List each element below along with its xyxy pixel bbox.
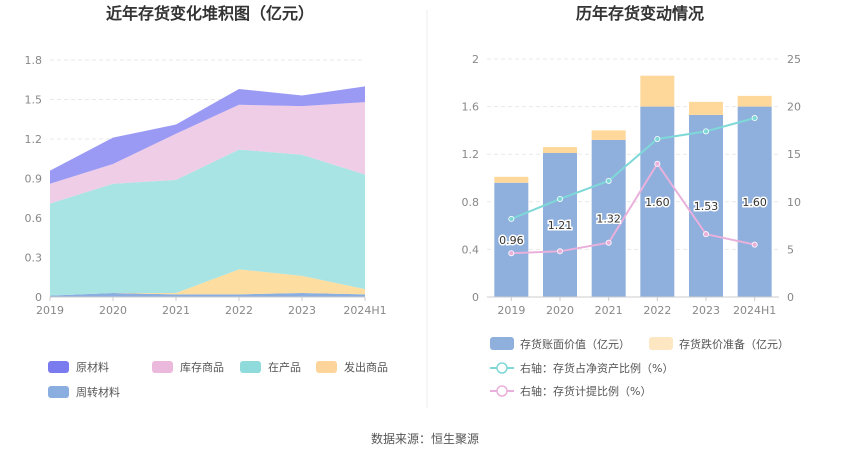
- line-point: [605, 177, 612, 184]
- legend-label-发出商品: 发出商品: [344, 360, 388, 374]
- legend-label-impairment: 存货跌价准备（亿元）: [679, 337, 789, 351]
- right-y2-tick-label: 25: [787, 53, 801, 66]
- line-provision-ratio: [511, 161, 755, 255]
- legend-label-原材料: 原材料: [76, 360, 109, 374]
- left-y-tick-label: 0.6: [25, 212, 43, 225]
- legend-marker-provision: [496, 385, 508, 397]
- right-x-tick-label: 2024H1: [733, 304, 776, 317]
- legend-swatch-原材料: [48, 361, 69, 373]
- left-y-tick-label: 1.5: [25, 94, 43, 107]
- right-y-tick-label: 1.6: [462, 101, 480, 114]
- bar-value-label: 1.60: [645, 196, 670, 209]
- stacked-area-chart: 近年存货变化堆积图（亿元） 0 0.3 0.6 0.9 1.2 1.5 1.8 2019 20…: [25, 4, 389, 399]
- bar-book-value: [689, 114, 723, 298]
- line-ratio-to-net-assets: [510, 117, 755, 220]
- bar-book-value: [543, 153, 577, 297]
- area-原材料: [50, 86, 365, 184]
- line-point: [703, 231, 710, 238]
- area-发出商品: [50, 269, 365, 296]
- left-x-tick-label: 2023: [288, 304, 316, 317]
- right-y-tick-label: 0.4: [462, 243, 480, 256]
- left-x-tick-label: 2022: [225, 304, 253, 317]
- legend-label-provision: 右轴：存货计提比例（%）: [520, 384, 651, 398]
- bar-book-value: [737, 106, 772, 297]
- bar-impairment: [494, 176, 529, 183]
- bar-value-label: 0.96: [499, 234, 524, 247]
- left-x-tick-label: 2019: [36, 304, 64, 317]
- right-x-tick-label: 2022: [643, 304, 671, 317]
- right-y2-tick-label: 0: [787, 291, 794, 304]
- line-point: [508, 250, 515, 257]
- inventory-bar-chart: 历年存货变动情况 0.961.211.321.60 1.53 1.60 00.40.…: [462, 4, 802, 398]
- left-x-tick-label: 2024H1: [343, 304, 386, 317]
- left-y-tick-label: 0: [35, 291, 42, 304]
- bar-impairment: [689, 101, 723, 115]
- right-y2-tick-label: 20: [787, 101, 801, 114]
- legend-marker-ratio: [496, 362, 508, 374]
- legend-swatch-book-value: [490, 337, 514, 350]
- legend-label-ratio: 右轴：存货占净资产比例（%）: [520, 361, 673, 375]
- right-y-tick-label: 0.8: [462, 196, 480, 209]
- line-point: [605, 239, 612, 246]
- legend-label-周转材料: 周转材料: [76, 385, 120, 399]
- bar-impairment: [543, 147, 577, 154]
- bar-value-label: 1.53: [694, 200, 719, 213]
- line-point: [508, 215, 515, 222]
- bar-value-label: 1.21: [548, 219, 573, 232]
- right-y-tick-label: 1.2: [462, 148, 480, 161]
- right-y-tick-label: 0: [472, 291, 479, 304]
- right-y2-tick-label: 15: [787, 148, 801, 161]
- line-point: [654, 160, 661, 167]
- area-在产品: [50, 149, 365, 296]
- right-x-tick-label: 2023: [692, 304, 720, 317]
- area-周转材料: [50, 293, 365, 297]
- left-y-tick-label: 0.9: [25, 173, 43, 186]
- bar-impairment: [640, 75, 675, 107]
- bar-impairment: [737, 95, 772, 107]
- line-point: [751, 241, 758, 248]
- left-y-tick-label: 0.3: [25, 252, 43, 265]
- legend-label-库存商品: 库存商品: [180, 360, 224, 374]
- line-point: [703, 128, 710, 135]
- bar-value-label: 1.60: [742, 196, 767, 209]
- legend-swatch-在产品: [240, 361, 261, 373]
- bar-book-value: [591, 139, 626, 297]
- left-x-tick-label: 2020: [99, 304, 127, 317]
- bar-book-value: [494, 182, 529, 297]
- right-y-tick-label: 2: [472, 53, 479, 66]
- left-y-tick-label: 1.2: [25, 133, 43, 146]
- legend-label-在产品: 在产品: [268, 360, 301, 374]
- line-point: [557, 195, 564, 202]
- line-point: [654, 135, 661, 142]
- right-x-tick-label: 2019: [497, 304, 525, 317]
- area-库存商品: [50, 102, 365, 204]
- legend-swatch-发出商品: [316, 361, 337, 373]
- legend-swatch-库存商品: [152, 361, 173, 373]
- bar-impairment: [591, 130, 626, 140]
- data-source: 数据来源：恒生聚源: [371, 431, 479, 446]
- bar-value-label: 1.32: [596, 212, 621, 225]
- legend-label-book-value: 存货账面价值（亿元）: [520, 337, 630, 351]
- left-chart-title: 近年存货变化堆积图（亿元）: [106, 4, 314, 23]
- legend-swatch-周转材料: [48, 386, 69, 398]
- right-y2-tick-label: 5: [787, 243, 794, 256]
- right-x-tick-label: 2020: [546, 304, 574, 317]
- right-y2-tick-label: 10: [787, 196, 801, 209]
- right-chart-title: 历年存货变动情况: [576, 4, 704, 23]
- left-x-tick-label: 2021: [162, 304, 190, 317]
- left-y-tick-label: 1.8: [25, 54, 43, 67]
- line-point: [557, 248, 564, 255]
- right-x-tick-label: 2021: [595, 304, 623, 317]
- legend-swatch-impairment: [649, 337, 673, 350]
- line-point: [751, 115, 758, 122]
